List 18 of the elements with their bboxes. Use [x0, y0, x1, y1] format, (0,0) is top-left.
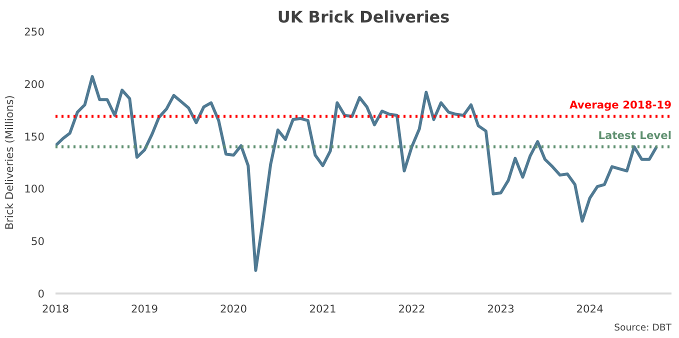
- y-tick-label: 200: [24, 78, 45, 91]
- y-tick-label: 50: [30, 235, 45, 248]
- x-tick-label: 2022: [398, 302, 426, 316]
- x-tick-label: 2018: [42, 302, 70, 316]
- y-tick-label: 150: [24, 130, 45, 144]
- y-tick-label: 100: [24, 182, 45, 196]
- x-tick-label: 2023: [487, 302, 514, 316]
- ref-line-label: Latest Level: [598, 128, 672, 142]
- x-tick-label: 2024: [576, 302, 604, 316]
- y-axis-title: Brick Deliveries (Millions): [3, 95, 16, 230]
- x-tick-label: 2019: [130, 302, 158, 316]
- chart-title: UK Brick Deliveries: [277, 8, 450, 26]
- x-tick-label: 2020: [220, 302, 248, 316]
- ref-line-label: Average 2018-19: [570, 98, 672, 112]
- y-tick-label: 0: [38, 288, 45, 300]
- y-tick-label: 250: [24, 26, 45, 38]
- x-tick-label: 2021: [309, 302, 336, 316]
- source-note: Source: DBT: [614, 322, 672, 334]
